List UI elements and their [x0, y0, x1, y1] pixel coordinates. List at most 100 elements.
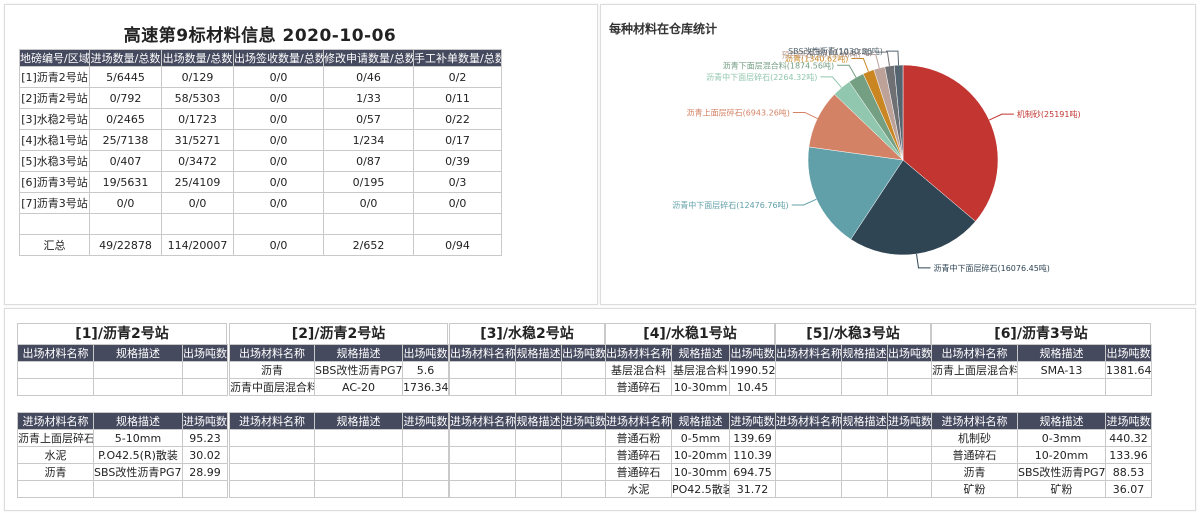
table-cell: 0/0 [89, 192, 162, 214]
table-row [449, 429, 606, 447]
spacer-cell [841, 395, 888, 413]
summary-col-header: 手工补单数量/总数 [413, 49, 502, 67]
col-header: 规格描述 [515, 344, 562, 362]
table-cell: 2/652 [323, 234, 414, 256]
station-table: 出场材料名称 规格描述 出场吨数 沥青上面层混合料 SMA-13 1381.64 进场材料名… [931, 344, 1152, 498]
table-cell: [4]水稳1号站 [19, 129, 90, 151]
table-cell [402, 463, 449, 481]
table-cell: 沥青中面层混合料 [229, 378, 315, 396]
table-cell: 114/20007 [161, 234, 234, 256]
station-5: [5]/水稳3号站 出场材料名称 规格描述 出场吨数 进场材料名称 规格描述 进场吨数 [775, 323, 932, 498]
table-cell [229, 480, 315, 498]
table-cell: 沥青 [17, 463, 94, 481]
table-cell [841, 378, 888, 396]
col-header: 规格描述 [314, 344, 403, 362]
table-cell: 10-20mm [671, 446, 730, 464]
table-cell [314, 463, 403, 481]
table-cell [561, 429, 606, 447]
summary-panel: 高速第9标材料信息 2020-10-06 地磅编号/区域 进场数量/总数 出场数… [4, 4, 598, 305]
table-cell [515, 446, 562, 464]
station-table: 出场材料名称 规格描述 出场吨数 基层混合料 基层混合料 1990.52 普通碎石 10-30… [605, 344, 776, 498]
table-cell: 0/129 [161, 66, 234, 88]
table-cell: 水泥 [605, 480, 672, 498]
table-cell: 0/0 [233, 108, 324, 130]
pie-slice[interactable] [902, 64, 999, 222]
spacer-row [449, 395, 606, 413]
table-cell: [5]水稳3号站 [19, 150, 90, 172]
col-header: 进场吨数 [402, 412, 449, 430]
col-header: 规格描述 [1017, 344, 1106, 362]
pie-label-line [791, 198, 817, 206]
pie-label: 沥青(1340.62吨) [785, 53, 848, 63]
table-cell [775, 378, 842, 396]
col-header: 进场吨数 [1105, 412, 1152, 430]
table-cell: 694.75 [729, 463, 776, 481]
out-header-row: 出场材料名称 规格描述 出场吨数 [17, 344, 228, 362]
table-row: 水泥 PO42.5散装 31.72 [605, 480, 776, 498]
out-header-row: 出场材料名称 规格描述 出场吨数 [931, 344, 1152, 362]
col-header: 规格描述 [841, 344, 888, 362]
summary-col-header: 修改申请数量/总数 [323, 49, 414, 67]
table-cell [515, 463, 562, 481]
pie-label-line [875, 51, 890, 67]
table-cell [775, 361, 842, 379]
spacer-cell [561, 395, 606, 413]
table-row: 机制砂 0-3mm 440.32 [931, 429, 1152, 447]
table-cell [449, 429, 516, 447]
table-cell: 31/5271 [161, 129, 234, 151]
col-header: 出场吨数 [182, 344, 228, 362]
table-cell [841, 429, 888, 447]
table-cell: 普通碎石 [605, 446, 672, 464]
summary-table: 地磅编号/区域 进场数量/总数 出场数量/总数 出场签收数量/总数 修改申请数量… [19, 49, 502, 256]
table-row: [2]沥青2号站 0/792 58/5303 0/0 1/33 0/11 [19, 87, 502, 109]
table-cell [931, 378, 1018, 396]
spacer-cell [182, 395, 228, 413]
table-cell: 25/4109 [161, 171, 234, 193]
table-cell: 133.96 [1105, 446, 1152, 464]
spacer-row [775, 395, 932, 413]
station-3: [3]/水稳2号站 出场材料名称 规格描述 出场吨数 进场材料名称 规格描述 进场吨数 [449, 323, 606, 498]
stations-panel: [1]/沥青2号站 出场材料名称 规格描述 出场吨数 进场材料名称 规格描述 进场吨数 沥青上… [4, 308, 1196, 511]
out-header-row: 出场材料名称 规格描述 出场吨数 [449, 344, 606, 362]
summary-col-header: 出场签收数量/总数 [233, 49, 324, 67]
table-cell: 基层混合料 [671, 361, 730, 379]
station-6: [6]/沥青3号站 出场材料名称 规格描述 出场吨数 沥青上面层混合料 SMA-13 138… [931, 323, 1152, 498]
table-cell: 110.39 [729, 446, 776, 464]
pie-slice[interactable] [850, 159, 976, 256]
col-header: 规格描述 [671, 412, 730, 430]
table-cell [887, 463, 932, 481]
in-header-row: 进场材料名称 规格描述 进场吨数 [17, 412, 228, 430]
table-cell: 0/0 [233, 150, 324, 172]
table-cell: SBS改性沥青PG76 [1017, 463, 1106, 481]
table-row [775, 463, 932, 481]
table-cell [449, 446, 516, 464]
station-title: [3]/水稳2号站 [449, 323, 605, 344]
table-cell [887, 480, 932, 498]
summary-col-header: 出场数量/总数 [161, 49, 234, 67]
table-row [229, 446, 449, 464]
table-cell: 机制砂 [931, 429, 1018, 447]
pie-label-line [792, 111, 818, 120]
table-row [775, 480, 932, 498]
in-header-row: 进场材料名称 规格描述 进场吨数 [229, 412, 449, 430]
table-cell: 0/792 [89, 87, 162, 109]
table-row [775, 429, 932, 447]
table-cell [841, 361, 888, 379]
table-cell: 0/17 [413, 129, 502, 151]
col-header: 规格描述 [314, 412, 403, 430]
spacer-row [229, 395, 449, 413]
col-header: 出场吨数 [561, 344, 606, 362]
table-cell: 10-20mm [1017, 446, 1106, 464]
table-cell: 28.99 [182, 463, 228, 481]
table-cell: 0/2465 [89, 108, 162, 130]
table-cell: 水泥 [17, 446, 94, 464]
col-header: 进场吨数 [561, 412, 606, 430]
table-cell: 31.72 [729, 480, 776, 498]
spacer-row [931, 395, 1152, 413]
table-cell: 0/0 [161, 192, 234, 214]
col-header: 规格描述 [93, 412, 183, 430]
pie-label: 机制砂(25191吨) [1017, 109, 1081, 119]
table-cell: 0/3472 [161, 150, 234, 172]
table-cell [561, 463, 606, 481]
table-cell: [6]沥青3号站 [19, 171, 90, 193]
